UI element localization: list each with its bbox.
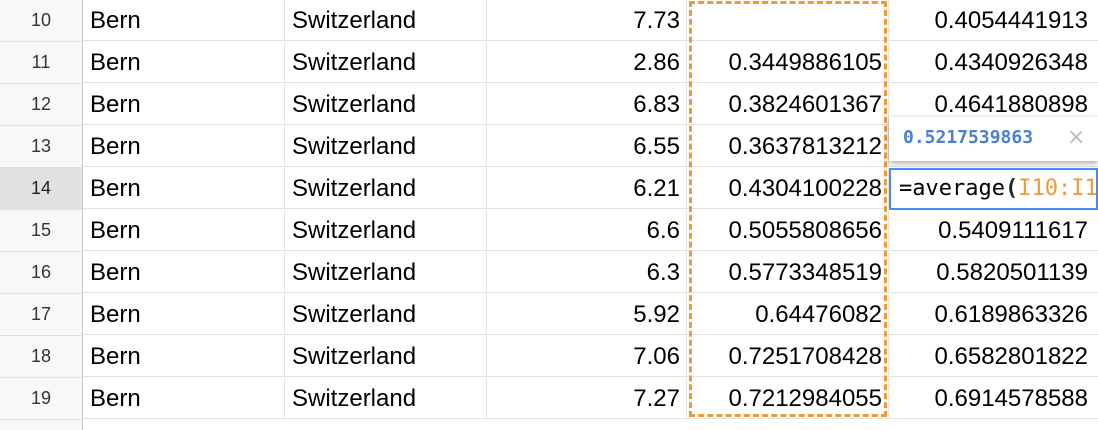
cell-city[interactable]: Bern xyxy=(83,42,285,83)
cell-value[interactable]: 7.73 xyxy=(487,0,687,41)
formula-range-reference: I10:I1 xyxy=(1018,176,1098,201)
formula-function: =average xyxy=(899,176,1005,201)
cell-country[interactable]: Switzerland xyxy=(285,42,487,83)
cell-value[interactable]: 7.06 xyxy=(487,336,687,377)
row-header[interactable]: 18 xyxy=(0,336,83,378)
cell-country[interactable]: Switzerland xyxy=(285,252,487,293)
cell-col-h[interactable]: 0.5055808656 xyxy=(687,210,889,251)
cell-country[interactable]: Switzerland xyxy=(285,0,487,41)
row-header-stub xyxy=(0,420,83,430)
row-header[interactable]: 13 xyxy=(0,126,83,168)
cell-value[interactable]: 6.21 xyxy=(487,168,687,209)
table-row: 15 Bern Switzerland 6.6 0.5055808656 0.540911… xyxy=(0,210,1098,252)
cell-city[interactable]: Bern xyxy=(83,294,285,335)
row-header[interactable]: 10 xyxy=(0,0,83,42)
table-row: 18 Bern Switzerland 7.06 0.7251708428 0.65828… xyxy=(0,336,1098,378)
formula-result-tooltip: 0.5217539863 × xyxy=(889,117,1098,161)
next-row-stub xyxy=(0,420,1098,430)
table-row: 16 Bern Switzerland 6.3 0.5773348519 0.582050… xyxy=(0,252,1098,294)
table-row: 19 Bern Switzerland 7.27 0.7212984055 0.69145… xyxy=(0,378,1098,420)
cell-col-h[interactable]: 0.3449886105 xyxy=(687,42,889,83)
cell-col-i[interactable]: 0.6914578588 xyxy=(889,378,1098,419)
cell-value[interactable]: 6.6 xyxy=(487,210,687,251)
cell-value[interactable]: 6.83 xyxy=(487,84,687,125)
cell-value[interactable]: 6.3 xyxy=(487,252,687,293)
cell-country[interactable]: Switzerland xyxy=(285,168,487,209)
cell-value[interactable]: 5.92 xyxy=(487,294,687,335)
cell-value[interactable]: 6.55 xyxy=(487,126,687,167)
cell-col-h[interactable]: 0.64476082 xyxy=(687,294,889,335)
cell-col-i[interactable]: 0.5820501139 xyxy=(889,252,1098,293)
cell-col-i[interactable]: 0.5409111617 xyxy=(889,210,1098,251)
cell-city[interactable]: Bern xyxy=(83,252,285,293)
table-row: 13 Bern Switzerland 6.55 0.3637813212 xyxy=(0,126,1098,168)
row-header[interactable]: 11 xyxy=(0,42,83,84)
cell-col-i[interactable] xyxy=(889,126,1098,167)
cell-city[interactable]: Bern xyxy=(83,168,285,209)
cell-city[interactable]: Bern xyxy=(83,0,285,41)
cell-country[interactable]: Switzerland xyxy=(285,126,487,167)
cell-city[interactable]: Bern xyxy=(83,126,285,167)
cell-country[interactable]: Switzerland xyxy=(285,378,487,419)
cell-value[interactable]: 2.86 xyxy=(487,42,687,83)
cell-col-i[interactable]: 0.6582801822 xyxy=(889,336,1098,377)
table-row: 12 Bern Switzerland 6.83 0.3824601367 0.46418… xyxy=(0,84,1098,126)
row-header[interactable]: 14 xyxy=(0,168,83,210)
cell-col-h[interactable] xyxy=(687,0,889,41)
formula-edit-cell[interactable]: =average(I10:I1 xyxy=(889,168,1098,210)
cell-country[interactable]: Switzerland xyxy=(285,84,487,125)
cell-col-i[interactable]: 0.4054441913 xyxy=(889,0,1098,41)
cell-col-h[interactable]: 0.7251708428 xyxy=(687,336,889,377)
cell-col-h[interactable]: 0.3637813212 xyxy=(687,126,889,167)
cell-value[interactable]: 7.27 xyxy=(487,378,687,419)
close-icon[interactable]: × xyxy=(1067,125,1086,150)
cell-col-h[interactable]: 0.4304100228 xyxy=(687,168,889,209)
formula-result-value: 0.5217539863 xyxy=(903,127,1034,148)
row-header[interactable]: 12 xyxy=(0,84,83,126)
cell-city[interactable]: Bern xyxy=(83,210,285,251)
cell-col-i[interactable]: 0.4340926348 xyxy=(889,42,1098,83)
cell-col-i[interactable]: 0.6189863326 xyxy=(889,294,1098,335)
cell-city[interactable]: Bern xyxy=(83,84,285,125)
table-row: 11 Bern Switzerland 2.86 0.3449886105 0.43409… xyxy=(0,42,1098,84)
row-header[interactable]: 16 xyxy=(0,252,83,294)
table-row: 17 Bern Switzerland 5.92 0.64476082 0.6189863… xyxy=(0,294,1098,336)
cell-col-h[interactable]: 0.5773348519 xyxy=(687,252,889,293)
formula-open-paren: ( xyxy=(1004,176,1019,201)
row-header[interactable]: 15 xyxy=(0,210,83,252)
cell-col-h[interactable]: 0.3824601367 xyxy=(687,84,889,125)
cell-country[interactable]: Switzerland xyxy=(285,336,487,377)
cell-col-h[interactable]: 0.7212984055 xyxy=(687,378,889,419)
cell-country[interactable]: Switzerland xyxy=(285,294,487,335)
row-header[interactable]: 19 xyxy=(0,378,83,420)
cell-city[interactable]: Bern xyxy=(83,378,285,419)
table-row: 14 Bern Switzerland 6.21 0.4304100228 xyxy=(0,168,1098,210)
cell-city[interactable]: Bern xyxy=(83,336,285,377)
table-row: 10 Bern Switzerland 7.73 0.4054441913 xyxy=(0,0,1098,42)
row-header[interactable]: 17 xyxy=(0,294,83,336)
cell-country[interactable]: Switzerland xyxy=(285,210,487,251)
